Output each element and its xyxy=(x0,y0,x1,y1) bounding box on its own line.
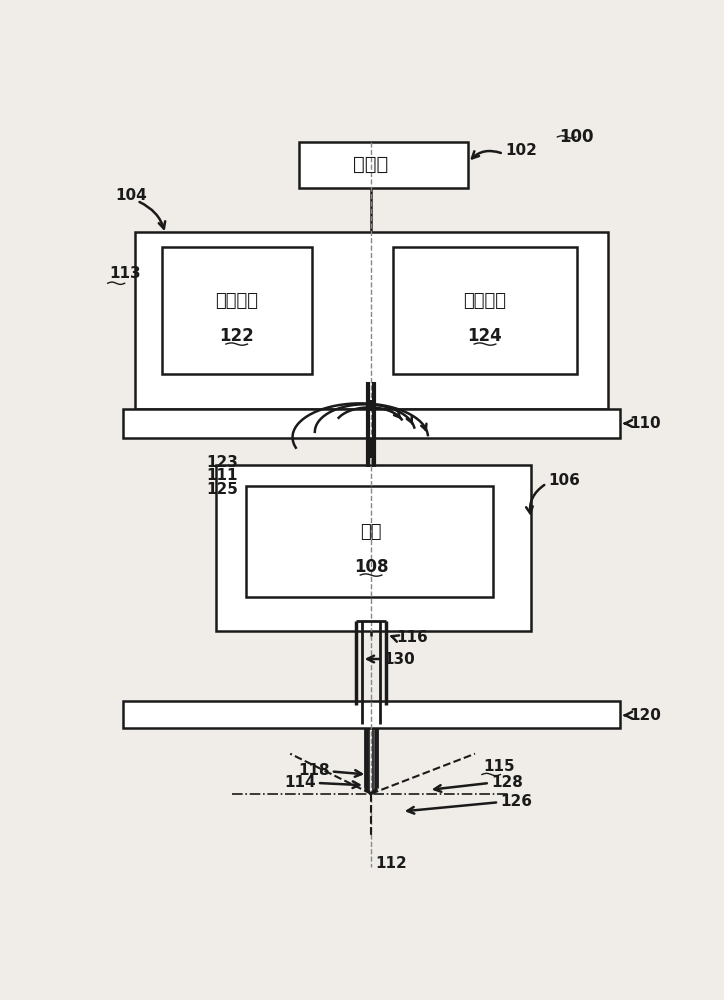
Text: 平移电机: 平移电机 xyxy=(215,292,258,310)
Text: 110: 110 xyxy=(630,416,662,431)
Text: 106: 106 xyxy=(548,473,580,488)
Text: 114: 114 xyxy=(284,775,316,790)
Bar xyxy=(246,486,493,597)
Text: 125: 125 xyxy=(206,482,238,497)
Text: 118: 118 xyxy=(298,763,329,778)
Bar xyxy=(123,701,620,728)
Text: 122: 122 xyxy=(219,327,254,345)
Text: 111: 111 xyxy=(206,468,237,483)
Text: 相机: 相机 xyxy=(361,523,382,541)
Text: 旋转电机: 旋转电机 xyxy=(463,292,507,310)
Text: 104: 104 xyxy=(115,188,147,203)
Bar xyxy=(216,465,531,631)
Bar xyxy=(135,232,608,409)
Text: 128: 128 xyxy=(491,775,523,790)
Bar xyxy=(299,142,468,188)
Bar xyxy=(392,247,578,374)
Text: 115: 115 xyxy=(484,759,515,774)
Bar xyxy=(123,409,620,438)
Text: 113: 113 xyxy=(109,266,141,282)
Text: 112: 112 xyxy=(375,856,407,871)
Text: 控制器: 控制器 xyxy=(353,155,389,174)
Text: 123: 123 xyxy=(206,455,238,470)
Text: 102: 102 xyxy=(505,143,537,158)
Text: 100: 100 xyxy=(559,128,594,146)
Text: 126: 126 xyxy=(500,794,532,809)
Bar xyxy=(161,247,312,374)
Text: 108: 108 xyxy=(354,558,388,576)
Text: 116: 116 xyxy=(397,630,428,645)
Text: 130: 130 xyxy=(384,652,415,666)
Text: 120: 120 xyxy=(630,708,662,723)
Text: 124: 124 xyxy=(468,327,502,345)
